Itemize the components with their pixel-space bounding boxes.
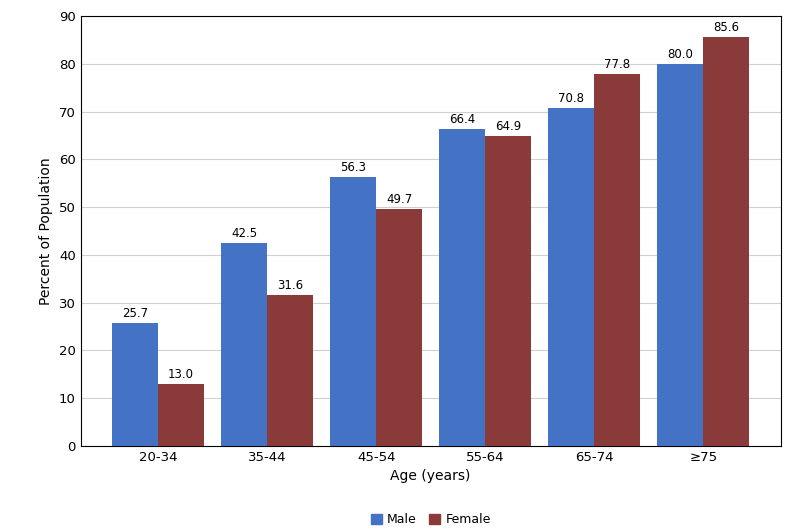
Text: 70.8: 70.8 (559, 92, 584, 105)
Y-axis label: Percent of Population: Percent of Population (39, 157, 53, 305)
Text: 77.8: 77.8 (604, 58, 630, 71)
Bar (658, 64, 704, 446)
Text: 80.0: 80.0 (667, 48, 693, 61)
Text: 25.7: 25.7 (122, 307, 148, 320)
Text: 49.7: 49.7 (386, 193, 412, 205)
Bar (440, 129, 485, 446)
Text: 56.3: 56.3 (341, 161, 366, 174)
Bar (594, 74, 640, 446)
Text: 85.6: 85.6 (713, 21, 739, 34)
Text: 42.5: 42.5 (231, 227, 258, 240)
Bar (376, 209, 422, 446)
Text: 13.0: 13.0 (168, 368, 194, 381)
Bar (485, 136, 531, 446)
Bar (158, 384, 204, 446)
Text: 64.9: 64.9 (495, 120, 521, 133)
Bar (330, 177, 376, 446)
Bar (113, 323, 158, 446)
X-axis label: Age (years): Age (years) (390, 469, 471, 483)
Legend: Male, Female: Male, Female (365, 508, 496, 531)
Bar (267, 295, 313, 446)
Text: 31.6: 31.6 (277, 279, 303, 292)
Bar (704, 37, 749, 446)
Bar (548, 108, 594, 446)
Bar (221, 243, 267, 446)
Text: 66.4: 66.4 (449, 113, 476, 126)
